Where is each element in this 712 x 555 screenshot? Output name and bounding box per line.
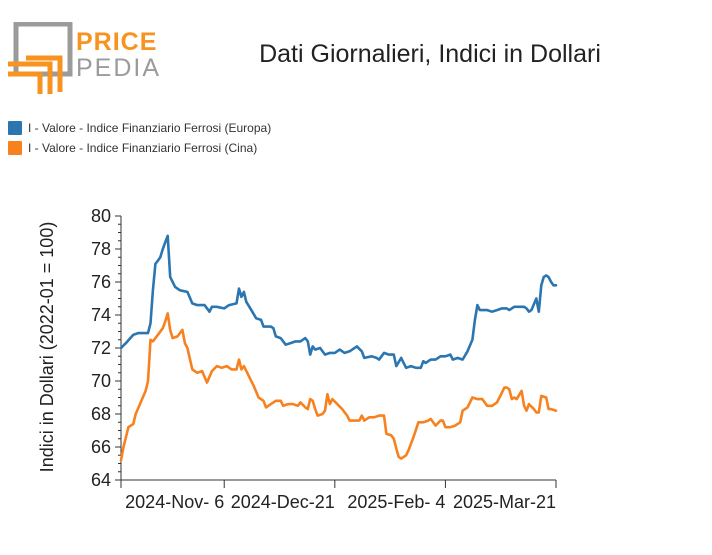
y-tick-label: 80 [91,206,111,226]
x-tick-label: 2024-Nov- 6 [125,492,224,512]
y-tick-label: 76 [91,272,111,292]
legend-label-cina: I - Valore - Indice Finanziario Ferrosi … [28,141,258,155]
logo-word-price: PRICE [76,28,157,56]
x-tick-label: 2024-Dec-21 [231,492,335,512]
y-tick-label: 74 [91,305,111,325]
legend-label-europa: I - Valore - Indice Finanziario Ferrosi … [28,121,272,135]
logo-word-pedia: PEDIA [76,54,161,82]
legend-swatch-cina [8,141,22,155]
legend-item-cina: I - Valore - Indice Finanziario Ferrosi … [8,138,271,158]
y-axis-label: Indici in Dollari (2022-01 = 100) [37,222,57,473]
y-tick-label: 78 [91,239,111,259]
x-tick-label: 2025-Mar-21 [453,492,556,512]
legend: I - Valore - Indice Finanziario Ferrosi … [8,118,271,158]
pricepedia-logo: PRICE PEDIA [8,22,161,94]
axes: 64 66 68 70 72 74 76 78 80 2024-Nov- 6 2024-Dec-21… [91,206,557,512]
series-line-europa [119,234,558,370]
series-layer [119,234,558,462]
logo-mark-icon [8,22,73,94]
y-tick-label: 68 [91,404,111,424]
legend-swatch-europa [8,121,22,135]
y-tick-label: 64 [91,470,111,490]
legend-item-europa: I - Valore - Indice Finanziario Ferrosi … [8,118,271,138]
y-tick-label: 66 [91,437,111,457]
y-tick-label: 70 [91,371,111,391]
chart-title: Dati Giornalieri, Indici in Dollari [259,40,601,68]
y-tick-label: 72 [91,338,111,358]
series-line-cina [119,312,558,462]
x-tick-label: 2025-Feb- 4 [347,492,445,512]
